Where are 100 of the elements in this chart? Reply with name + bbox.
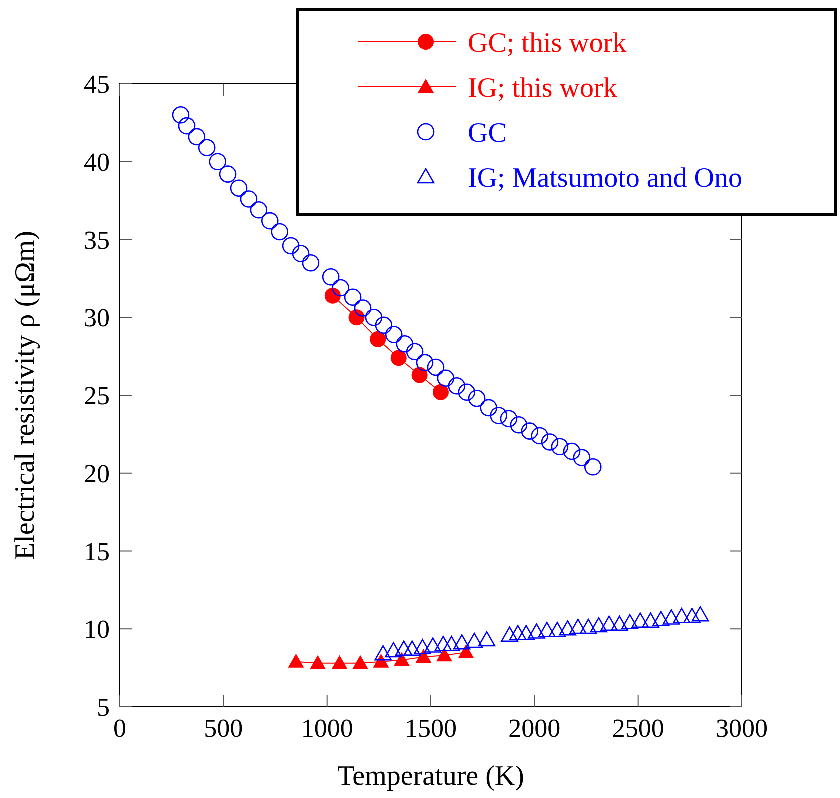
point [240,190,258,208]
point [541,434,559,451]
point [573,449,591,466]
point [518,625,536,640]
x-tick-label: 0 [114,714,126,743]
point [261,212,279,230]
point [172,106,190,124]
x-tick-label: 1500 [405,714,457,743]
point [570,618,587,634]
point [509,625,527,640]
x-tick-label: 3000 [716,714,768,743]
point [282,237,300,255]
point [458,384,476,402]
point [198,139,216,157]
point [427,358,445,376]
y-axis-title: Electrical resistivity ρ (μΩm) [10,231,41,560]
point [302,254,320,272]
point [448,378,466,395]
point [374,645,392,661]
point [414,639,432,654]
point [490,407,508,424]
point [673,608,691,624]
y-tick-label: 10 [84,615,110,644]
point [230,180,248,197]
point [584,458,602,476]
point [288,654,304,668]
point [332,655,348,670]
point [219,166,237,183]
point [466,632,484,648]
x-tick-label: 1000 [301,714,354,743]
point [344,288,362,306]
point [352,655,369,670]
y-tick-label: 5 [97,693,110,722]
point [531,427,548,445]
point [621,614,639,630]
point [528,624,546,639]
legend-label: IG; this work [468,73,618,104]
point [209,153,227,171]
point [510,416,528,434]
point [394,652,410,666]
point [538,622,556,638]
point [501,626,518,642]
point [600,616,618,632]
point [178,117,196,135]
point [424,638,442,653]
point [292,245,310,262]
y-tick-label: 35 [84,226,110,255]
point [385,326,403,344]
point [373,654,390,668]
point [416,354,434,372]
point [453,634,471,650]
point [468,390,486,408]
x-tick-label: 500 [204,714,244,743]
point [354,300,372,317]
legend-label: GC; this work [468,28,627,59]
legend-label: IG; Matsumoto and Ono [468,163,743,194]
point [458,644,474,658]
point [404,640,421,656]
y-tick-label: 45 [84,70,110,99]
point [271,223,289,241]
x-axis-title: Temperature (K) [338,761,524,792]
y-tick-label: 20 [84,459,110,488]
point [412,367,428,384]
point [563,442,581,460]
y-tick-label: 30 [84,304,110,333]
point [332,279,350,297]
point [500,410,518,428]
point [642,612,660,628]
point [480,399,498,417]
point [443,636,460,652]
point [548,622,566,638]
point [437,370,455,388]
y-tick-label: 25 [84,382,110,410]
point [390,350,407,366]
point [652,611,670,626]
point [370,331,386,348]
point [692,606,710,622]
point [324,288,341,304]
legend-label: GC [468,118,507,149]
point [590,617,608,633]
point [348,310,365,326]
x-tick-label: 2500 [612,714,664,743]
point [611,616,628,632]
point [385,642,402,658]
x-tick-label: 2000 [508,714,561,743]
point [322,268,340,286]
point [434,636,452,652]
point [684,608,701,624]
point [395,640,413,656]
y-tick-label: 15 [84,537,110,566]
point [188,128,206,146]
point [365,308,383,326]
y-tick-label: 40 [84,148,110,177]
point [521,422,539,440]
point [478,631,496,647]
point [406,343,424,361]
point [436,648,452,662]
point [396,335,414,353]
point [375,316,393,334]
point [662,610,680,625]
